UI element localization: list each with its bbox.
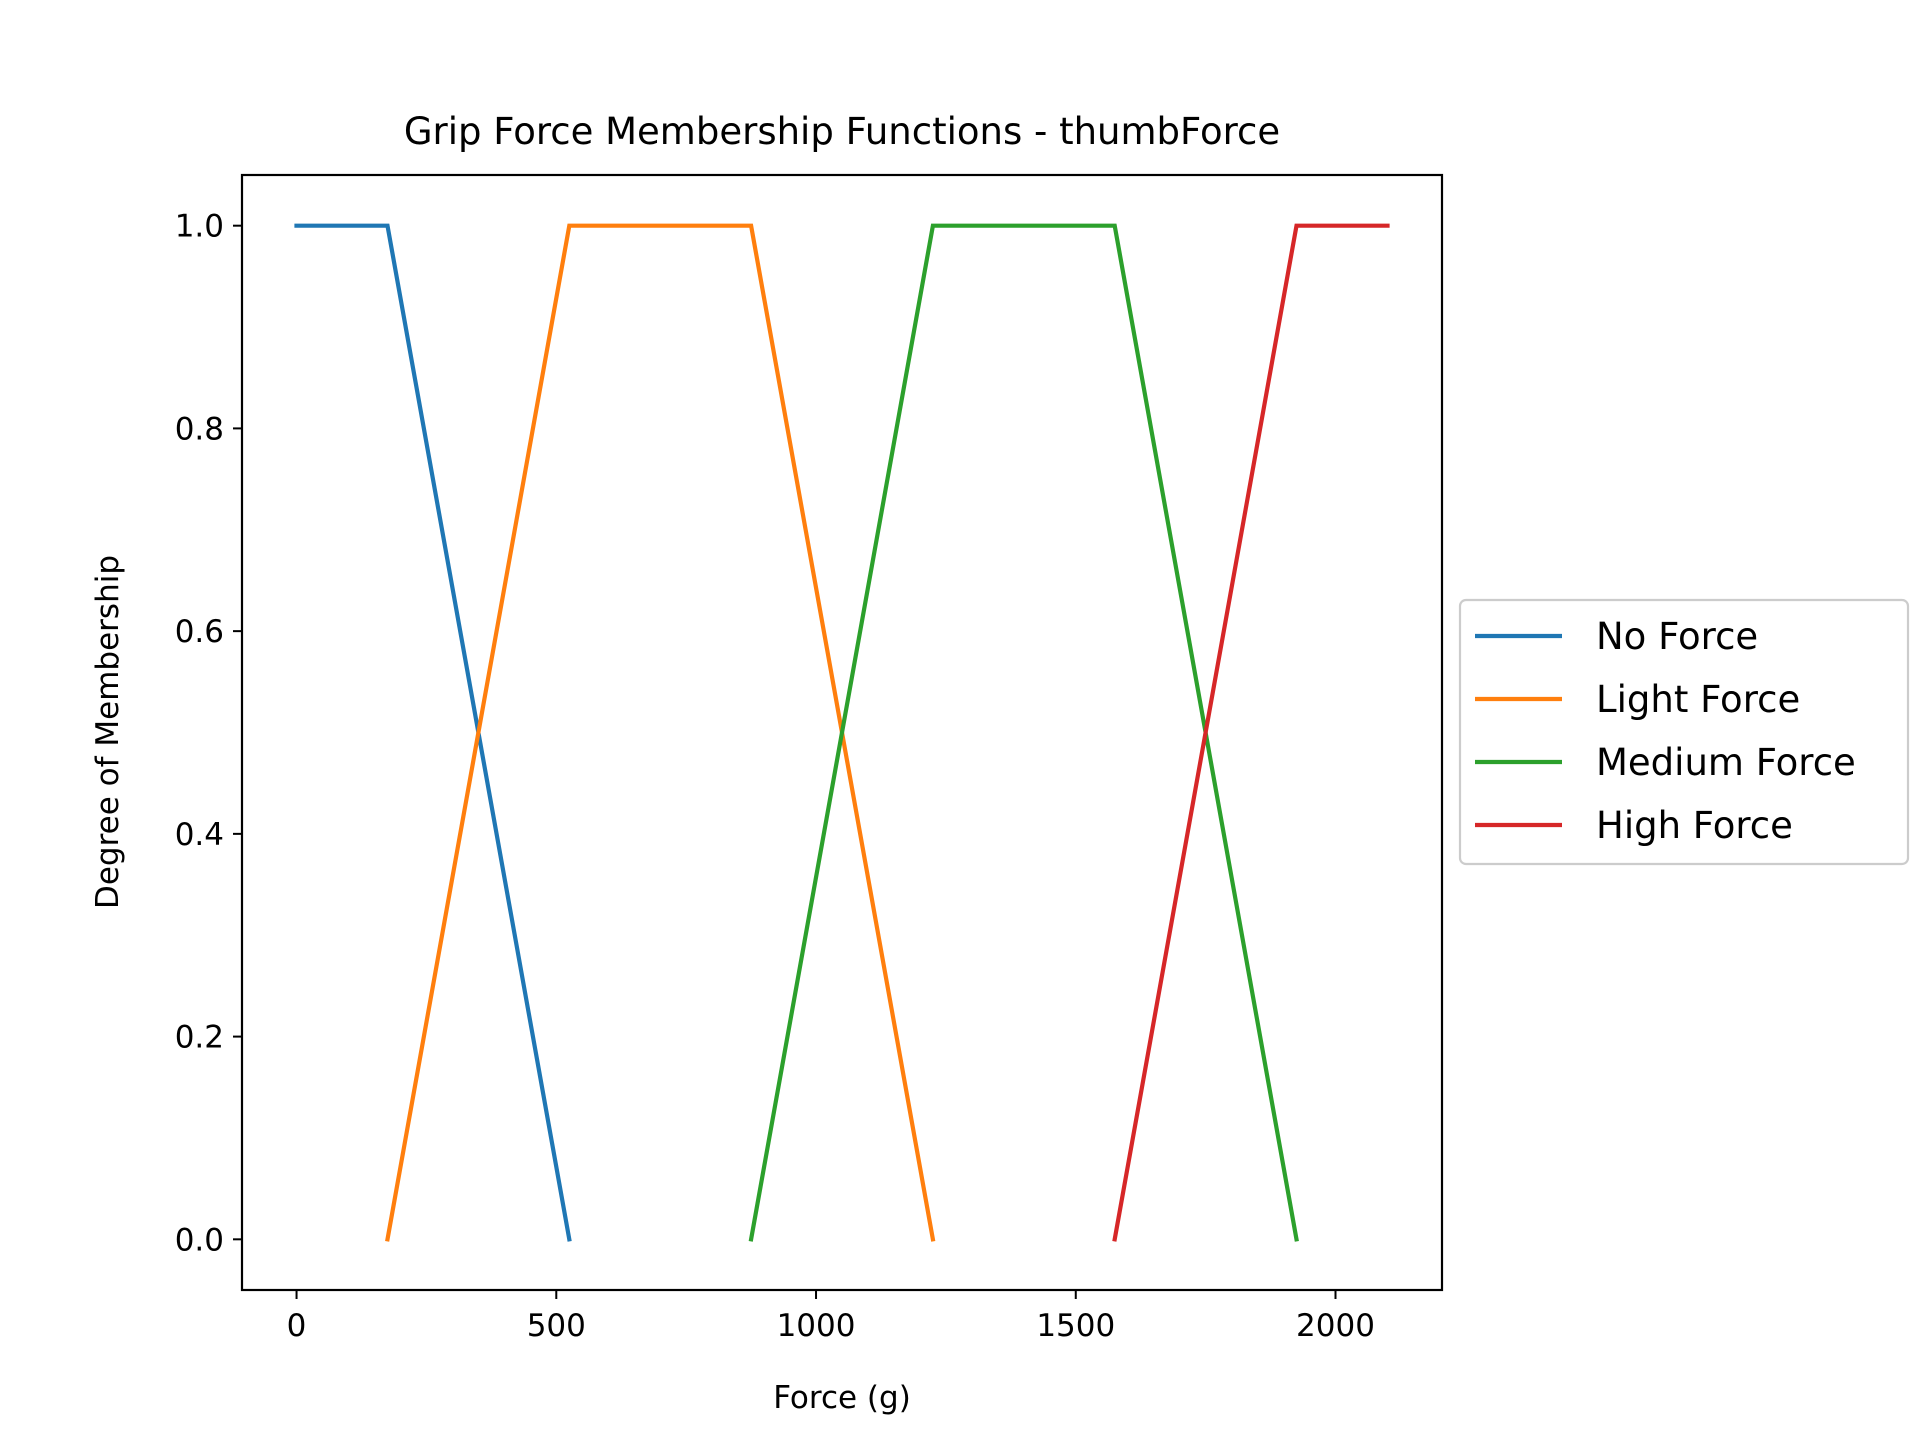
- legend-label-medium-force: Medium Force: [1596, 741, 1856, 784]
- series-line-light-force: [385, 223, 936, 1242]
- x-axis-label: Force (g): [773, 1380, 911, 1416]
- x-tick-label: 2000: [1296, 1308, 1375, 1344]
- legend: No Force Light Force Medium Force High Forc…: [1458, 598, 1910, 866]
- y-tick-label: 0.4: [175, 817, 224, 853]
- legend-label-high-force: High Force: [1596, 804, 1793, 847]
- y-tick-label: 0.6: [175, 614, 224, 650]
- x-tick-label: 1500: [1036, 1308, 1115, 1344]
- y-axis: 0.0 0.2 0.4 0.6 0.8 1.0: [175, 209, 242, 1258]
- y-axis-label: Degree of Membership: [90, 555, 126, 909]
- x-tick-label: 1000: [777, 1308, 856, 1344]
- x-tick-label: 0: [287, 1308, 307, 1344]
- y-tick-label: 1.0: [175, 209, 224, 245]
- x-axis: 0 500 1000 1500 2000: [287, 1290, 1375, 1344]
- legend-label-light-force: Light Force: [1596, 678, 1800, 721]
- y-tick-label: 0.8: [175, 411, 224, 447]
- series-line-high-force: [1112, 223, 1390, 1242]
- series-line-medium-force: [748, 223, 1299, 1242]
- y-tick-label: 0.0: [175, 1222, 224, 1258]
- x-tick-label: 500: [527, 1308, 586, 1344]
- legend-label-no-force: No Force: [1596, 615, 1758, 658]
- plot-area-frame: [240, 173, 1444, 1292]
- legend-box: [1458, 598, 1910, 866]
- chart-title: Grip Force Membership Functions - thumbF…: [404, 110, 1280, 153]
- y-tick-label: 0.2: [175, 1020, 224, 1056]
- series-line-no-force: [294, 223, 572, 1242]
- series-lines: [294, 223, 1390, 1242]
